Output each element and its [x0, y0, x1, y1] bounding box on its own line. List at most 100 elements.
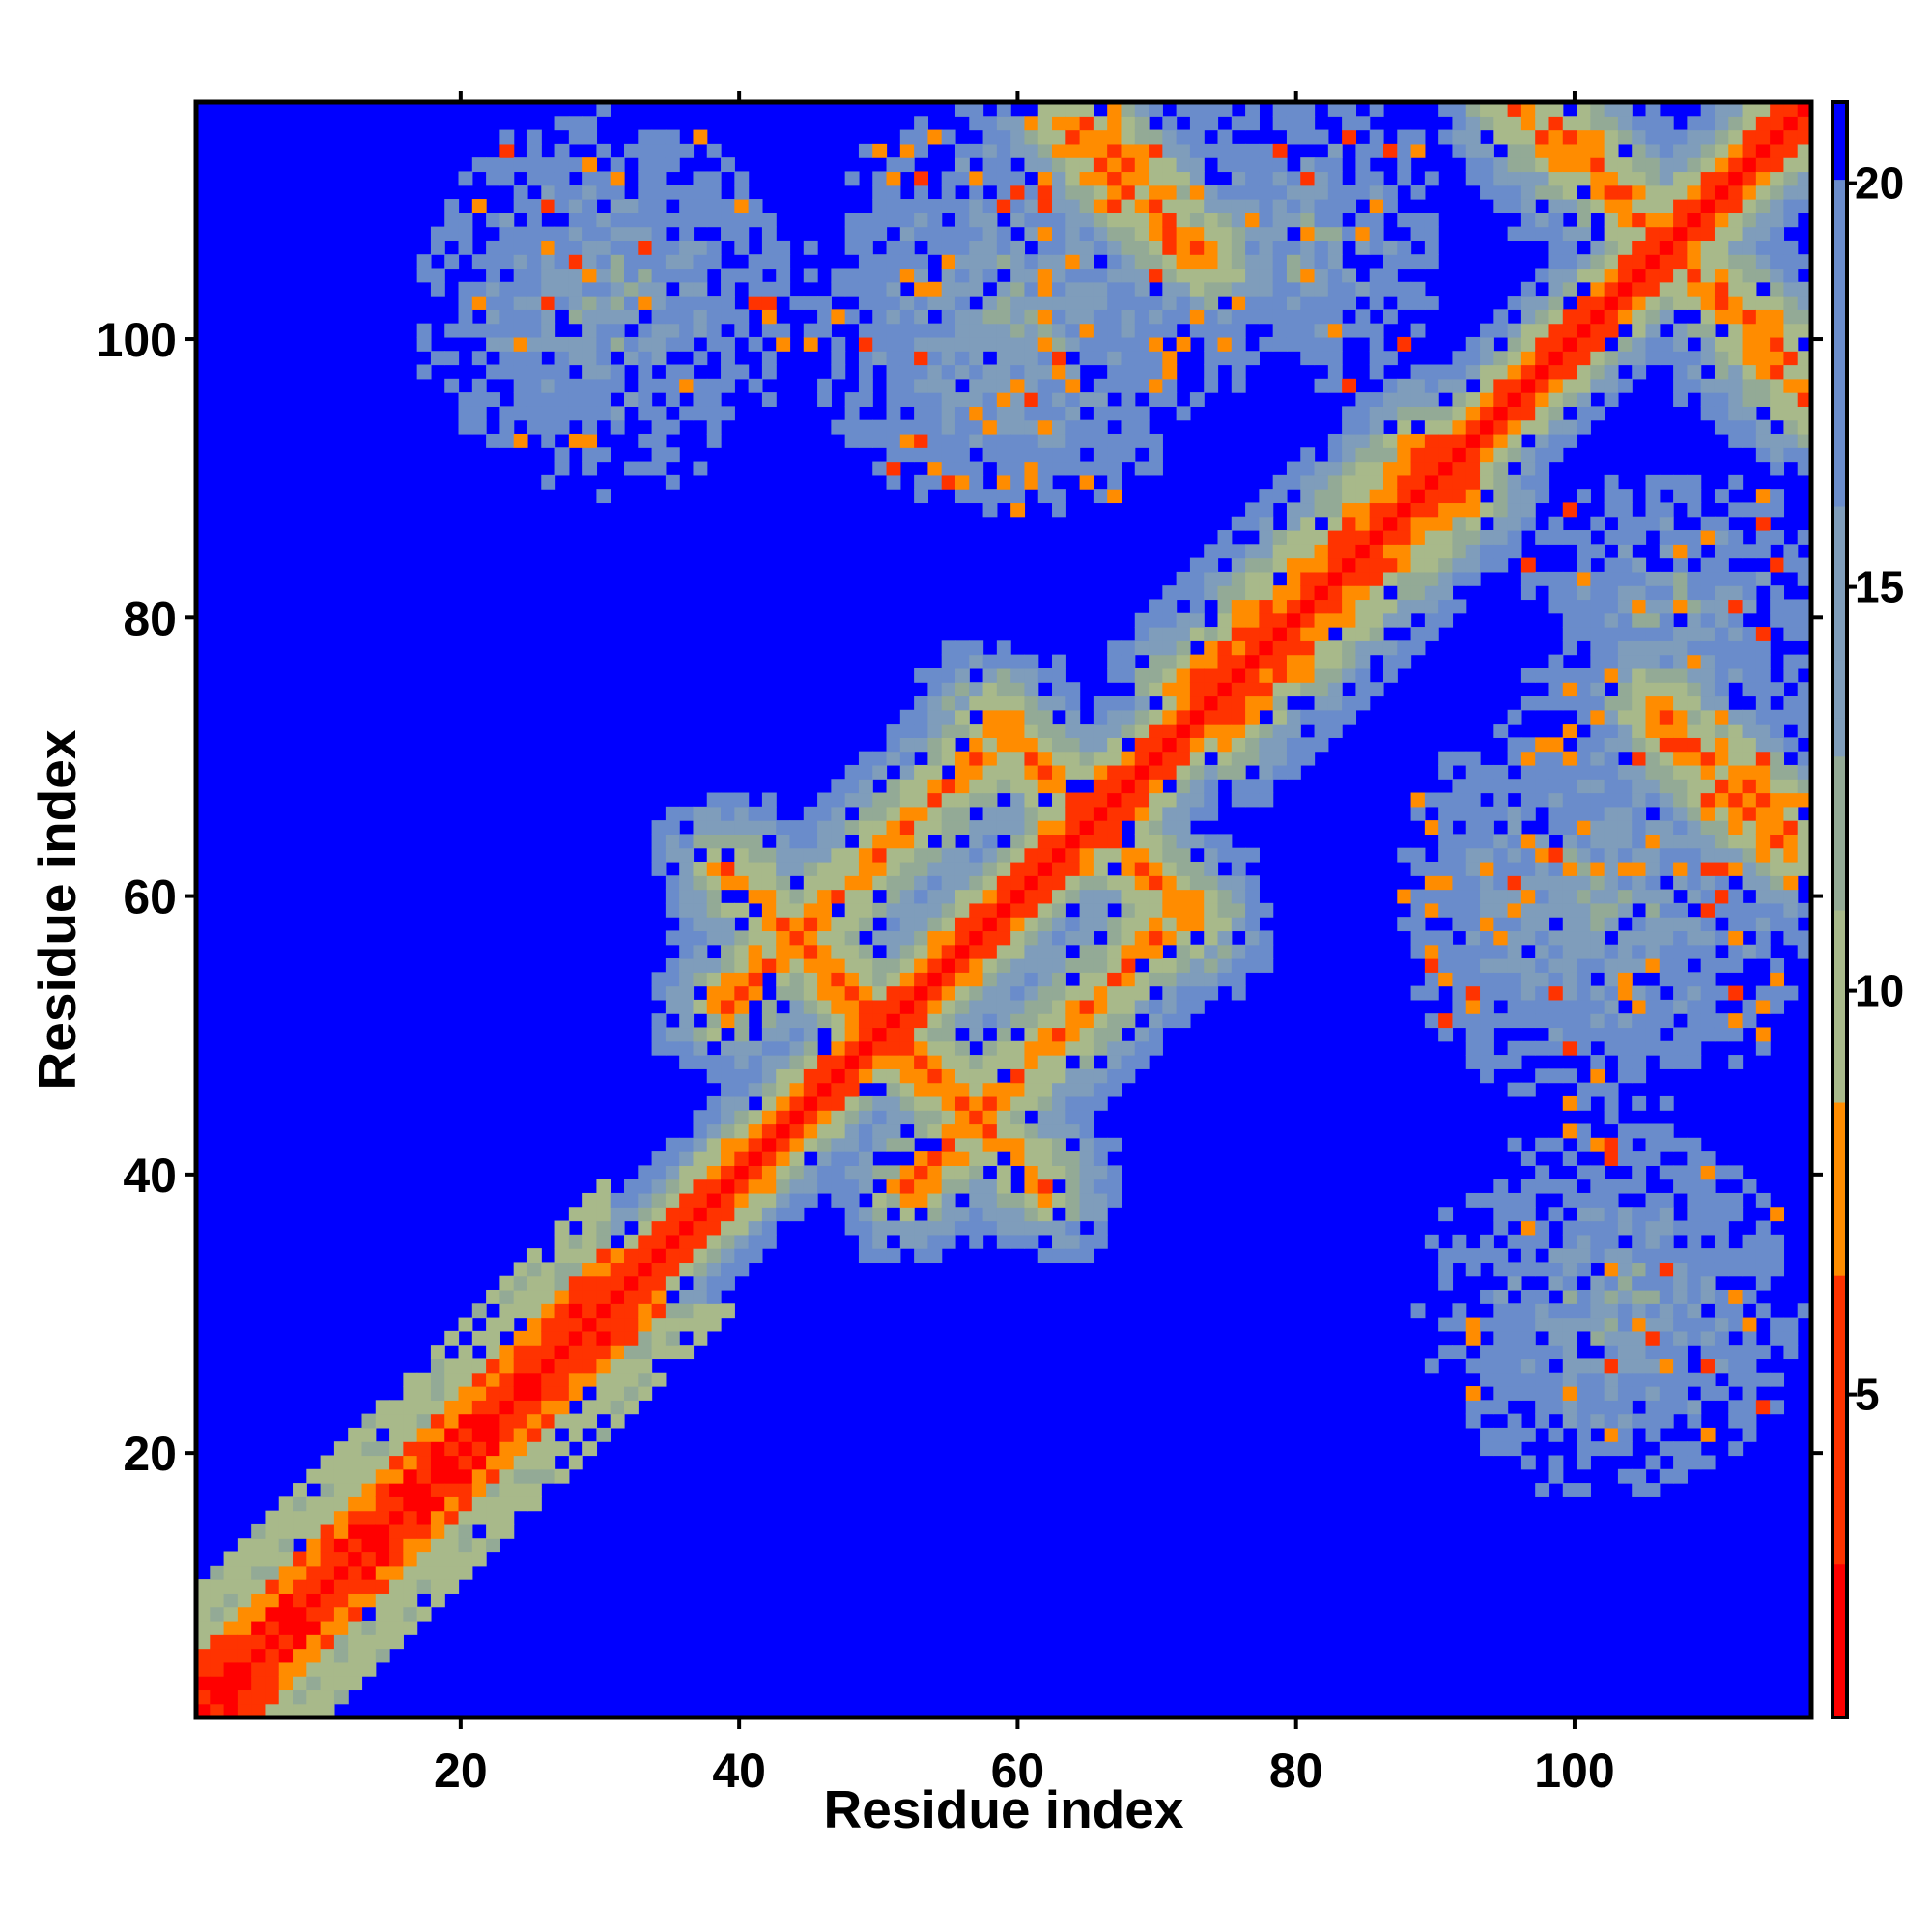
heatmap-cell — [333, 1662, 349, 1677]
heatmap-cell — [1617, 240, 1633, 255]
heatmap-cell — [1231, 724, 1246, 738]
heatmap-cell — [748, 1179, 763, 1194]
heatmap-cell — [458, 1372, 473, 1387]
heatmap-cell — [941, 668, 956, 683]
heatmap-cell — [927, 1040, 943, 1056]
heatmap-cell — [333, 1634, 349, 1650]
heatmap-cell — [1342, 627, 1357, 641]
heatmap-cell — [1632, 999, 1647, 1014]
heatmap-cell — [914, 1123, 928, 1139]
heatmap-cell — [1024, 1095, 1039, 1111]
heatmap-cell — [1037, 171, 1053, 186]
heatmap-cell — [624, 1262, 639, 1277]
heatmap-cell — [1176, 779, 1191, 794]
heatmap-cell — [651, 143, 667, 158]
heatmap-cell — [1342, 668, 1357, 683]
heatmap-cell — [1632, 516, 1647, 531]
heatmap-cell — [1010, 254, 1026, 270]
heatmap-cell — [403, 1400, 418, 1415]
heatmap-cell — [886, 930, 901, 946]
heatmap-cell — [1493, 544, 1509, 559]
heatmap-cell — [1300, 489, 1316, 504]
heatmap-cell — [1452, 557, 1467, 573]
heatmap-cell — [706, 254, 722, 270]
heatmap-cell — [1355, 157, 1371, 173]
heatmap-cell — [1452, 1303, 1467, 1319]
heatmap-cell — [1645, 1234, 1661, 1249]
heatmap-cell — [1632, 834, 1647, 849]
heatmap-cell — [526, 392, 542, 407]
heatmap-cell — [1617, 1468, 1633, 1484]
heatmap-cell — [1079, 157, 1094, 173]
heatmap-cell — [1700, 709, 1716, 724]
heatmap-cell — [596, 213, 611, 228]
heatmap-cell — [1645, 668, 1661, 683]
heatmap-cell — [1604, 185, 1619, 200]
heatmap-cell — [982, 751, 998, 766]
heatmap-cell — [982, 834, 998, 849]
heatmap-cell — [1645, 1400, 1661, 1415]
heatmap-cell — [721, 1248, 735, 1264]
heatmap-cell — [416, 254, 432, 270]
heatmap-cell — [1604, 378, 1619, 393]
heatmap-cell — [1452, 751, 1467, 766]
heatmap-cell — [1024, 1165, 1039, 1180]
heatmap-cell — [679, 806, 695, 821]
heatmap-cell — [1452, 378, 1467, 393]
heatmap-cell — [1535, 296, 1550, 310]
heatmap-cell — [1259, 489, 1274, 504]
heatmap-cell — [1687, 682, 1702, 697]
heatmap-cell — [237, 1676, 252, 1691]
heatmap-cell — [1162, 185, 1178, 200]
heatmap-cell — [789, 1192, 805, 1208]
heatmap-cell — [526, 364, 542, 380]
heatmap-cell — [1355, 185, 1371, 200]
heatmap-cell — [1176, 958, 1191, 973]
heatmap-cell — [844, 861, 860, 876]
heatmap-cell — [596, 1372, 611, 1387]
heatmap-cell — [1452, 861, 1467, 876]
heatmap-cell — [1342, 447, 1357, 463]
heatmap-cell — [1520, 199, 1536, 213]
heatmap-cell — [665, 902, 680, 918]
heatmap-cell — [1024, 1123, 1039, 1139]
heatmap-cell — [1327, 171, 1343, 186]
heatmap-cell — [526, 1468, 542, 1484]
heatmap-cell — [1272, 709, 1288, 724]
heatmap-cell — [1037, 958, 1053, 973]
heatmap-cell — [1465, 944, 1481, 959]
heatmap-cell — [1659, 544, 1674, 559]
heatmap-cell — [651, 351, 667, 366]
heatmap-cell — [831, 309, 846, 325]
heatmap-cell — [1079, 254, 1094, 270]
heatmap-cell — [265, 1634, 280, 1650]
heatmap-cell — [969, 1220, 984, 1236]
heatmap-cell — [941, 1137, 956, 1152]
heatmap-cell — [1327, 281, 1343, 297]
heatmap-cell — [513, 1400, 528, 1415]
heatmap-cell — [1149, 447, 1163, 463]
heatmap-cell — [1107, 406, 1122, 421]
heatmap-cell — [1052, 309, 1066, 325]
heatmap-cell — [1204, 571, 1219, 586]
heatmap-cell — [1659, 972, 1674, 987]
heatmap-cell — [1204, 544, 1219, 559]
heatmap-cell — [1272, 737, 1288, 753]
heatmap-cell — [1107, 696, 1122, 711]
heatmap-cell — [1342, 709, 1357, 724]
heatmap-cell — [526, 157, 542, 173]
heatmap-cell — [914, 268, 928, 283]
heatmap-cell — [954, 1165, 970, 1180]
heatmap-cell — [1577, 392, 1591, 407]
heatmap-cell — [1189, 102, 1205, 117]
heatmap-cell — [1548, 336, 1564, 352]
heatmap-cell — [1410, 516, 1426, 531]
heatmap-cell — [1673, 1137, 1688, 1152]
heatmap-cell — [1548, 930, 1564, 946]
heatmap-cell — [1590, 820, 1605, 835]
heatmap-cell — [1535, 213, 1550, 228]
heatmap-cell — [1093, 875, 1108, 891]
heatmap-cell — [278, 1634, 294, 1650]
heatmap-cell — [872, 213, 888, 228]
